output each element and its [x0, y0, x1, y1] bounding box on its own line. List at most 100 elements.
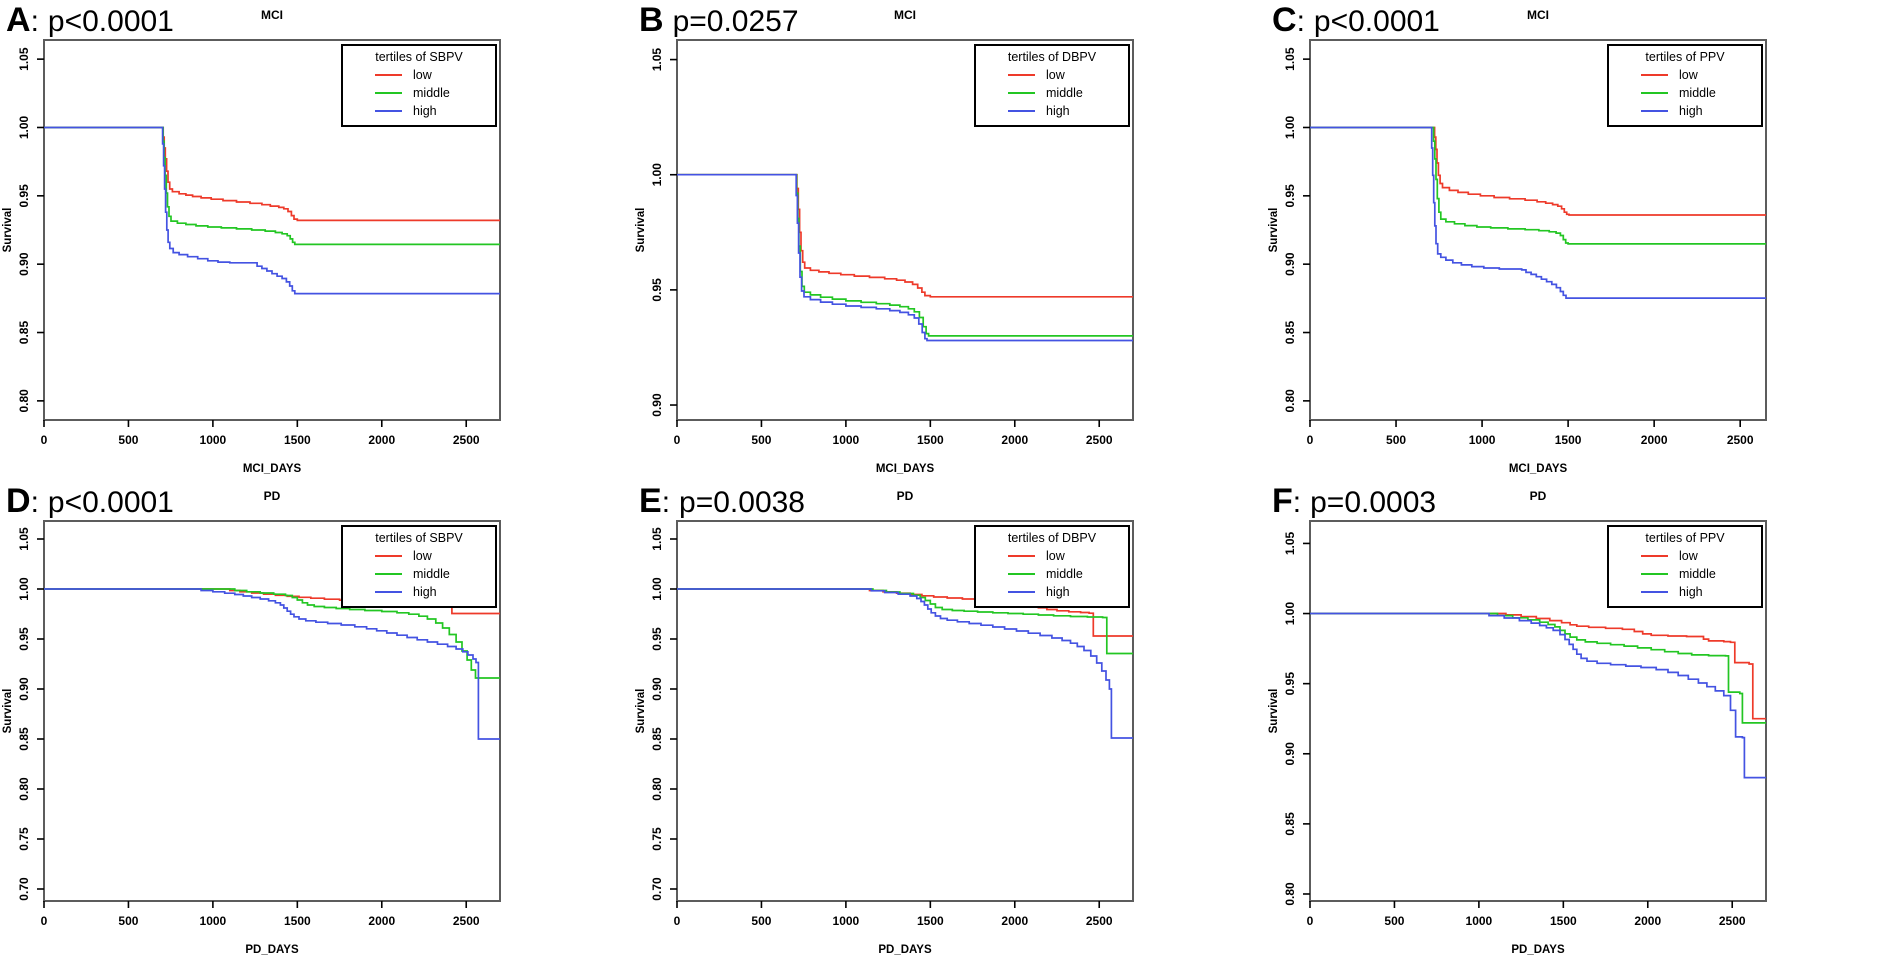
legend-item-high: high	[1641, 585, 1753, 599]
y-tick-label: 1.05	[1283, 531, 1297, 555]
legend-line-swatch	[1641, 573, 1668, 575]
plot-title: PD	[263, 489, 281, 503]
series-line-high	[677, 173, 1133, 342]
y-tick-label: 1.05	[17, 47, 31, 71]
y-tick-label: 0.85	[650, 727, 664, 751]
y-tick-label: 0.95	[1283, 672, 1297, 696]
panel-letter: E	[639, 482, 662, 520]
panel-p-value: p<0.0001	[47, 5, 174, 38]
series-line-high	[677, 588, 1133, 739]
axis-label-y: Survival	[635, 689, 647, 734]
panel-heading: C: p<0.0001	[1272, 0, 1440, 40]
x-tick-label: 500	[118, 914, 138, 928]
x-tick-label: 0	[674, 433, 681, 447]
legend-item-middle: middle	[375, 86, 487, 100]
y-tick-label: 0.95	[650, 627, 664, 651]
legend-line-swatch	[375, 110, 402, 112]
panel-d: D: p<0.0001 PD 0.70 0.75 0.80 0.85 0.90 0.95 1.…	[0, 481, 633, 963]
axis-label-x: MCI_DAYS	[876, 463, 935, 475]
legend-item-label: high	[413, 585, 437, 599]
x-tick-label: 1000	[200, 433, 227, 447]
panel-colon: :	[661, 486, 671, 519]
x-tick-label: 500	[751, 914, 771, 928]
x-tick-label: 2500	[1086, 914, 1113, 928]
panel-colon: :	[1292, 486, 1302, 519]
x-tick-label: 1500	[917, 914, 944, 928]
panel-f: F: p=0.0003 PD 0.80 0.85 0.90 0.95 1.00 1.05 0 5…	[1266, 481, 1899, 963]
legend-line-swatch	[375, 92, 402, 94]
legend-title: tertiles of DBPV	[1007, 531, 1097, 545]
y-tick-label: 0.80	[1283, 389, 1297, 413]
legend-item-low: low	[1641, 549, 1753, 563]
y-tick-label: 1.00	[1283, 602, 1297, 626]
x-tick-label: 2500	[453, 433, 480, 447]
legend-title: tertiles of DBPV	[1007, 50, 1097, 64]
y-tick-label: 0.80	[650, 777, 664, 801]
x-tick-label: 1000	[200, 914, 227, 928]
y-tick-label: 0.90	[17, 677, 31, 701]
series-line-middle	[44, 588, 500, 679]
y-tick-label: 0.75	[17, 827, 31, 851]
legend-box: tertiles of SBPV low middle high	[341, 44, 497, 127]
legend-item-label: high	[1679, 104, 1703, 118]
axis-label-y: Survival	[1268, 208, 1280, 253]
legend-item-middle: middle	[1008, 86, 1120, 100]
legend-box: tertiles of DBPV low middle high	[974, 44, 1130, 127]
y-tick-label: 1.00	[650, 577, 664, 601]
legend-line-swatch	[375, 555, 402, 557]
legend-line-swatch	[1641, 555, 1668, 557]
series-line-high	[1310, 612, 1766, 779]
legend-item-label: middle	[1679, 86, 1716, 100]
x-tick-label: 0	[41, 914, 48, 928]
legend-line-swatch	[1008, 92, 1035, 94]
plot-box	[43, 520, 501, 902]
series-line-high	[1310, 126, 1766, 299]
panel-heading: F: p=0.0003	[1272, 481, 1436, 521]
panel-c: C: p<0.0001 MCI 0.80 0.85 0.90 0.95 1.00 1.05 0…	[1266, 0, 1899, 481]
legend-line-swatch	[1641, 110, 1668, 112]
km-plot-svg: 0.70 0.75 0.80 0.85 0.90 0.95 1.00 1.05 0 500 1000…	[2, 520, 501, 956]
legend-item-label: low	[1679, 68, 1698, 82]
km-plot-svg: 0.80 0.85 0.90 0.95 1.00 1.05 0 500 1000 1500 2000…	[1268, 39, 1767, 475]
km-plot-svg: 0.80 0.85 0.90 0.95 1.00 1.05 0 500 1000 1500 2000…	[2, 39, 501, 475]
plot-area: 0.80 0.85 0.90 0.95 1.00 1.05 0 500 1000 1500 2000…	[0, 0, 633, 481]
series-line-low	[1310, 126, 1766, 216]
x-tick-label: 2000	[1634, 914, 1661, 928]
plot-title: MCI	[894, 8, 916, 22]
legend-item-low: low	[1008, 68, 1120, 82]
x-tick-label: 1500	[1550, 914, 1577, 928]
panel-colon: :	[30, 486, 39, 519]
panel-letter: F	[1272, 482, 1293, 520]
legend-item-high: high	[1641, 104, 1753, 118]
legend-item-low: low	[1008, 549, 1120, 563]
plot-area: 0.70 0.75 0.80 0.85 0.90 0.95 1.00 1.05 0 500 1000…	[0, 481, 633, 963]
axis-label-y: Survival	[2, 689, 14, 734]
x-tick-label: 2500	[1727, 433, 1754, 447]
legend-title: tertiles of SBPV	[375, 50, 463, 64]
x-tick-label: 2500	[453, 914, 480, 928]
plot-area: 0.90 0.95 1.00 1.05 0 500 1000 1500 2000 2500 Surv…	[633, 0, 1266, 481]
x-tick-label: 0	[674, 914, 681, 928]
x-tick-label: 1500	[284, 433, 311, 447]
legend-item-label: high	[1046, 585, 1070, 599]
x-tick-label: 2000	[368, 914, 395, 928]
series-line-middle	[1310, 126, 1766, 245]
y-tick-label: 0.70	[17, 877, 31, 901]
panel-letter: D	[6, 482, 31, 520]
y-tick-label: 1.05	[17, 527, 31, 551]
y-tick-label: 0.90	[650, 677, 664, 701]
y-tick-label: 0.70	[650, 877, 664, 901]
legend-item-middle: middle	[1008, 567, 1120, 581]
plot-area: 0.80 0.85 0.90 0.95 1.00 1.05 0 500 1000 1500 2000…	[1266, 0, 1899, 481]
y-tick-label: 1.05	[650, 48, 664, 72]
y-tick-label: 1.00	[17, 577, 31, 601]
panel-heading: E: p=0.0038	[639, 481, 805, 521]
y-tick-label: 0.95	[17, 627, 31, 651]
y-tick-label: 0.95	[650, 278, 664, 302]
legend-line-swatch	[1641, 591, 1668, 593]
legend-item-label: low	[1679, 549, 1698, 563]
x-tick-label: 500	[1386, 433, 1406, 447]
legend-title: tertiles of PPV	[1645, 531, 1725, 545]
panel-p-value: p=0.0257	[672, 5, 799, 38]
